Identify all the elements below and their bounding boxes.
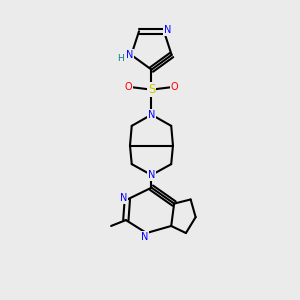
Text: N: N [120, 193, 127, 203]
Text: N: N [148, 170, 155, 180]
Text: O: O [170, 82, 178, 92]
Text: N: N [126, 50, 134, 60]
Text: N: N [164, 25, 171, 35]
Text: N: N [148, 110, 155, 120]
Text: N: N [141, 232, 149, 242]
Text: H: H [117, 54, 124, 63]
Text: O: O [125, 82, 133, 92]
Text: S: S [148, 83, 155, 96]
